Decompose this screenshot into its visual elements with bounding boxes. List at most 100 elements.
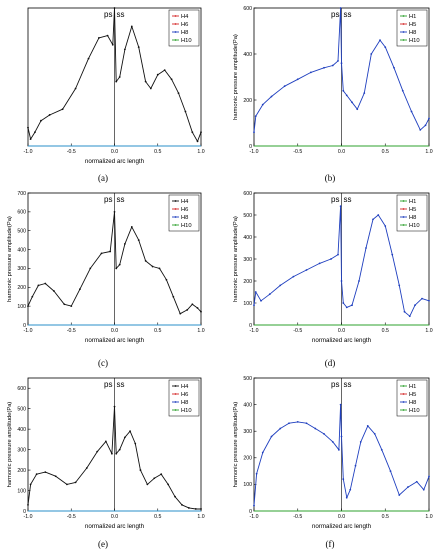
legend-marker (402, 224, 405, 226)
annotation-ps: ps (331, 195, 339, 204)
data-point (27, 305, 29, 308)
data-point (296, 78, 299, 81)
panel-caption: (c) (98, 358, 108, 368)
y-axis-label: harmonic pressure amplitude(Pa) (7, 216, 13, 302)
data-point (255, 472, 258, 475)
data-point (144, 80, 147, 83)
legend-label-h6: H6 (181, 207, 188, 213)
data-point (149, 87, 152, 90)
data-point (61, 108, 64, 111)
data-point (137, 239, 140, 242)
x-tick-label: 0.0 (338, 514, 345, 520)
legend-label-h1: H1 (409, 14, 416, 20)
data-point (98, 37, 100, 39)
data-point (342, 89, 345, 92)
x-tick-label: 1.0 (425, 149, 432, 155)
y-tick-label: 200 (17, 468, 26, 474)
data-point (337, 253, 339, 256)
x-axis-label: normalized arc length (312, 523, 372, 530)
y-tick-label: 100 (17, 304, 26, 310)
data-point (377, 214, 380, 216)
panel-caption: (e) (98, 539, 108, 549)
legend-marker (402, 31, 405, 33)
data-point (384, 225, 387, 227)
y-tick-label: 400 (243, 402, 252, 408)
data-point (366, 424, 369, 427)
data-point (410, 110, 413, 113)
data-point (29, 138, 32, 141)
data-point (96, 450, 99, 453)
data-point (407, 486, 409, 488)
data-point (118, 263, 121, 266)
data-point (305, 422, 308, 425)
data-point (27, 126, 29, 129)
legend-label-h5: H5 (409, 207, 416, 213)
data-point (349, 488, 352, 491)
x-tick-label: 0.5 (154, 149, 161, 155)
annotation-ps: ps (104, 195, 112, 204)
legend-label-h4: H4 (181, 199, 189, 205)
y-tick-label: 0 (249, 144, 252, 150)
data-point (113, 210, 116, 213)
data-point (123, 243, 126, 245)
data-point (123, 436, 126, 439)
x-tick-label: -0.5 (67, 328, 76, 334)
data-point (111, 43, 114, 46)
annotation-ss: ss (117, 195, 125, 204)
y-tick-label: 400 (243, 235, 252, 241)
data-point (167, 483, 170, 486)
data-point (373, 432, 376, 435)
data-point (74, 87, 77, 90)
data-point (279, 284, 282, 287)
data-point (44, 471, 47, 474)
data-point (177, 92, 180, 94)
data-point (118, 76, 121, 78)
x-tick-label: -1.0 (250, 514, 259, 520)
legend-marker (174, 216, 177, 218)
data-point (279, 427, 282, 430)
panel-caption: (d) (325, 358, 336, 368)
x-tick-label: 0.0 (111, 514, 118, 520)
x-tick-label: 1.0 (197, 149, 204, 155)
x-tick-label: 0.5 (154, 328, 161, 334)
data-point (398, 284, 401, 287)
data-point (330, 258, 332, 260)
data-point (254, 115, 257, 117)
legend-marker (402, 409, 405, 411)
y-tick-label: 100 (243, 482, 252, 488)
data-point (181, 503, 183, 506)
data-point (253, 504, 255, 507)
x-tick-label: -1.0 (24, 328, 33, 334)
data-point (186, 309, 189, 311)
y-tick-label: 300 (243, 257, 252, 263)
data-point (345, 94, 348, 97)
legend-marker (174, 31, 177, 33)
y-tick-label: 200 (243, 98, 252, 104)
annotation-ps: ps (331, 380, 339, 389)
y-axis-label: harmonic pressure amplitude(Pa) (233, 402, 239, 488)
data-point (70, 305, 73, 308)
data-point (323, 432, 325, 435)
data-point (292, 275, 295, 278)
data-point (113, 7, 116, 9)
x-axis-label: normalized arc length (312, 337, 372, 344)
data-point (191, 303, 194, 306)
legend-label-h10: H10 (409, 408, 420, 414)
data-point (118, 448, 121, 451)
data-point (340, 280, 343, 282)
data-point (29, 483, 32, 486)
y-axis-label: harmonic pressure amplitude(Pa) (7, 402, 13, 488)
data-point (351, 304, 353, 307)
data-point (187, 507, 190, 509)
data-point (424, 124, 427, 127)
x-tick-label: 1.0 (197, 514, 204, 520)
data-point (111, 452, 113, 455)
x-tick-label: 1.0 (425, 514, 432, 520)
data-point (339, 205, 342, 208)
data-point (130, 25, 133, 28)
legend-marker (174, 385, 177, 387)
legend-marker (402, 200, 405, 202)
y-tick-label: 0 (249, 509, 252, 515)
legend-marker (174, 39, 177, 41)
annotation-ss: ss (344, 195, 352, 204)
